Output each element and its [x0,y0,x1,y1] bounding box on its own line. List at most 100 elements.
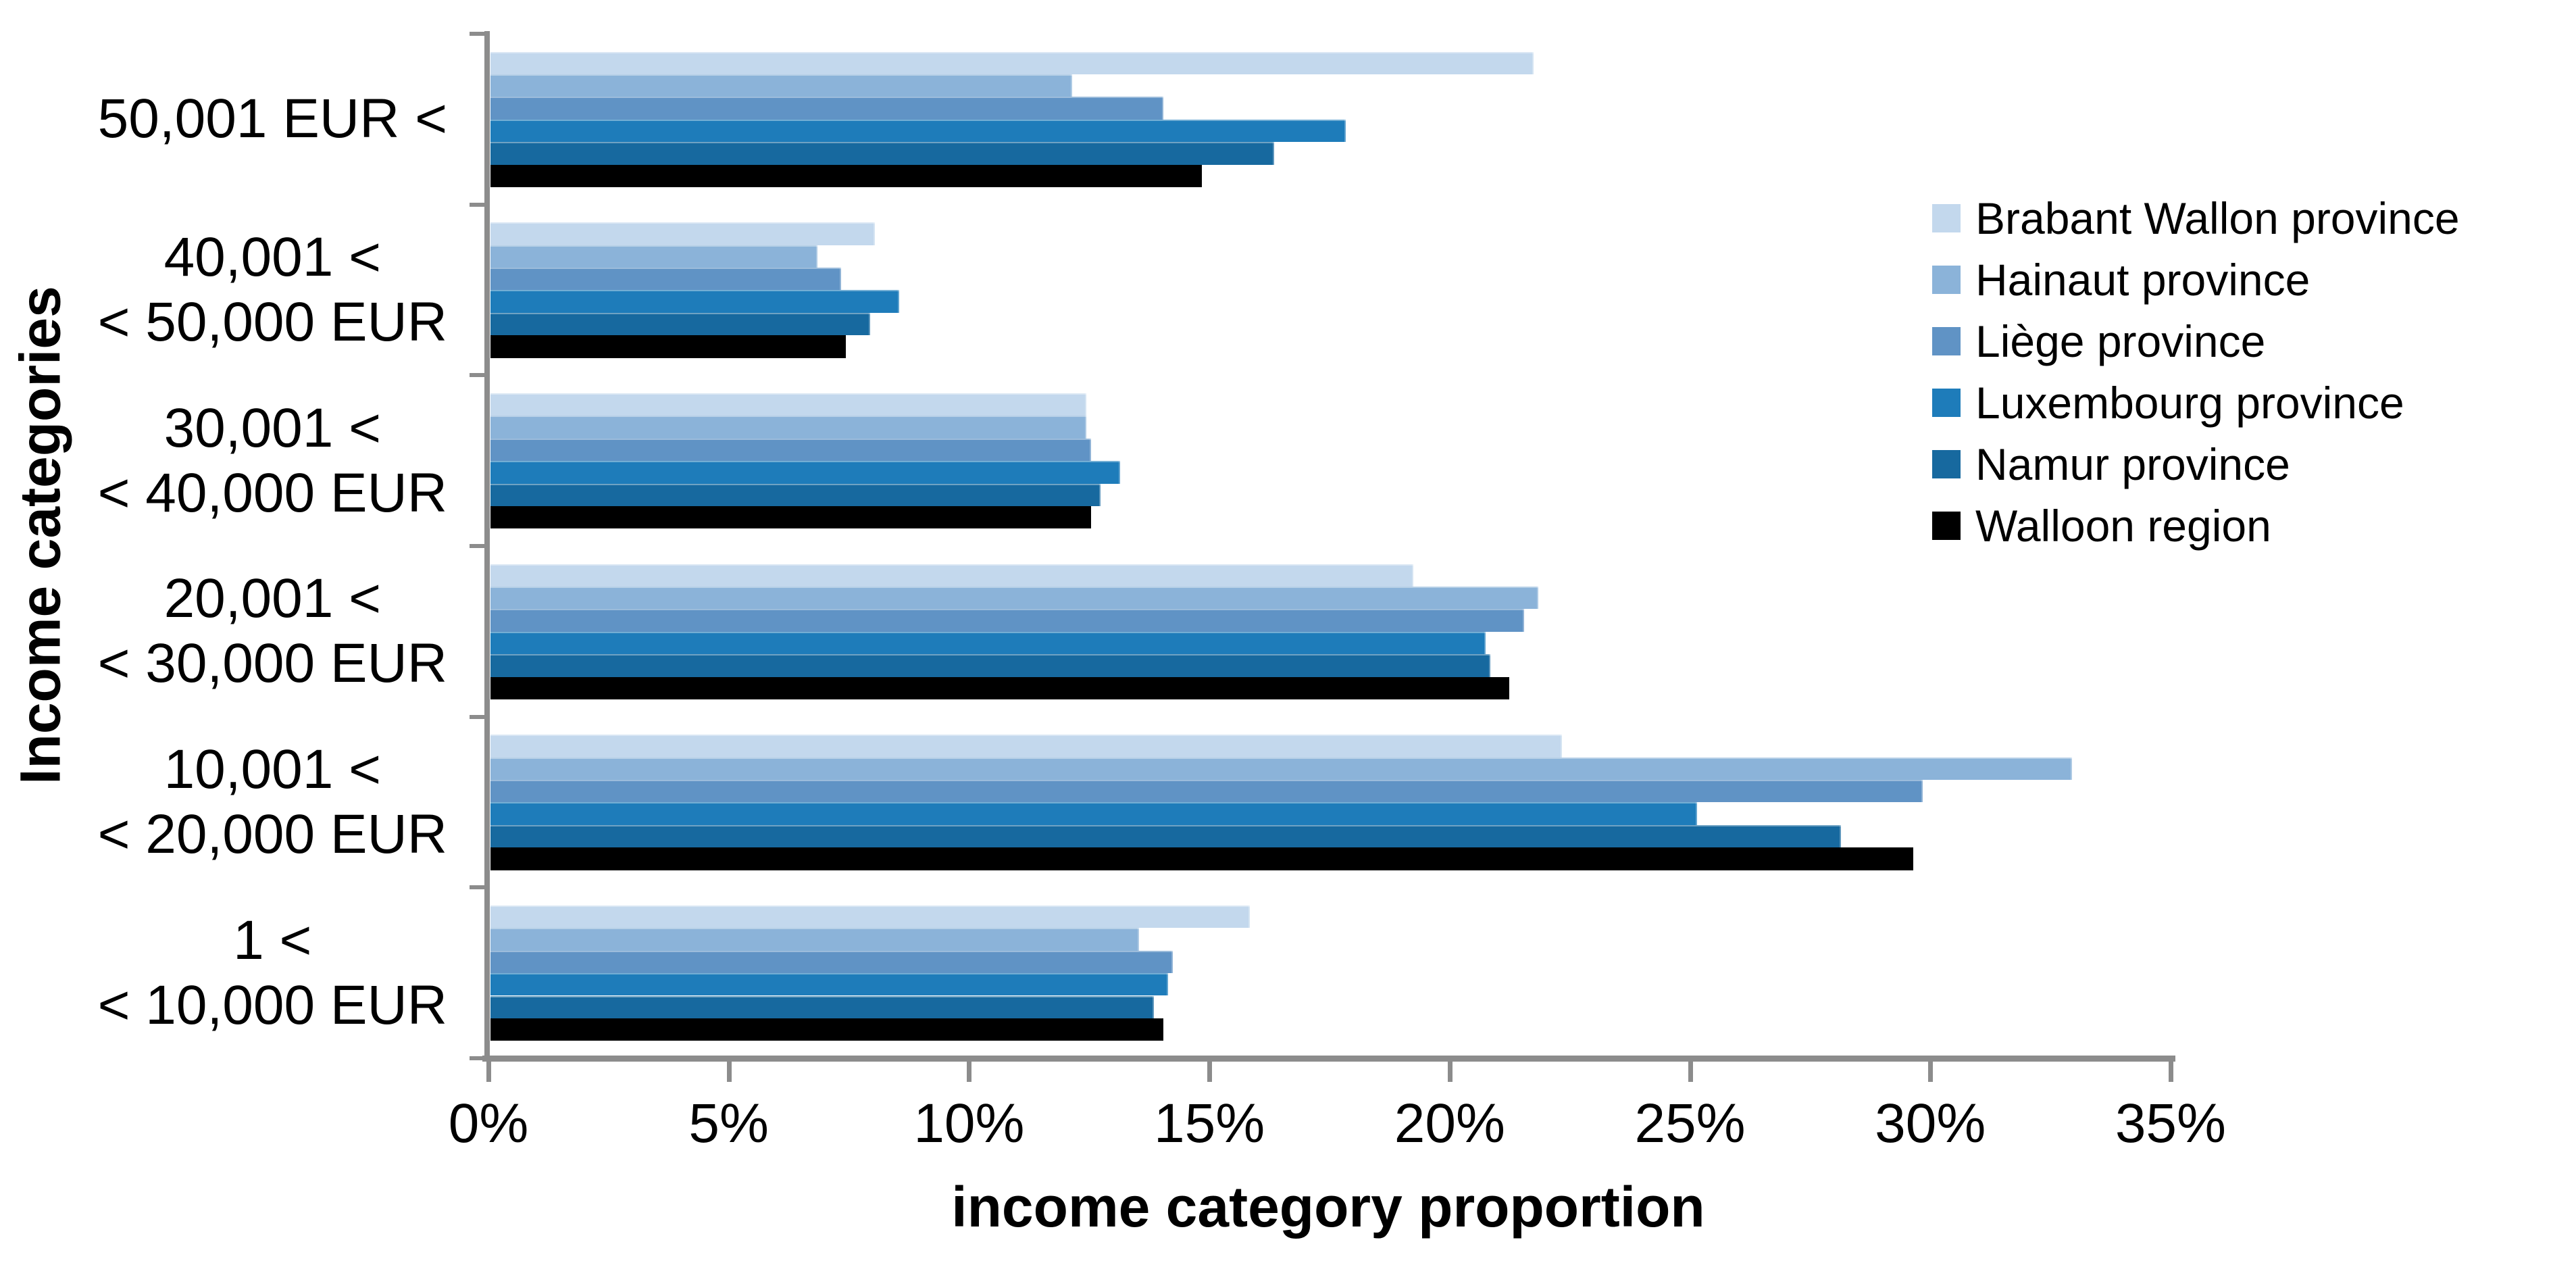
bar-hainaut-province [490,586,1538,610]
legend-label: Luxembourg province [1975,377,2404,428]
bar-hainaut-province [490,928,1140,951]
x-tick-mark [1447,1062,1453,1082]
bar-li-ge-province [490,438,1092,462]
legend-label: Brabant Wallon province [1975,193,2460,243]
legend-item: Brabant Wallon province [1932,187,2460,249]
bar-brabant-wallon-province [490,564,1413,587]
bar-namur-province [490,312,870,336]
bar-hainaut-province [490,245,817,268]
y-tick-mark [470,32,486,36]
legend-swatch [1932,388,1961,417]
bar-hainaut-province [490,757,2072,781]
category-label-line: 40,001 < [163,226,382,288]
y-tick-mark [470,885,486,890]
bar-brabant-wallon-province [490,393,1087,416]
legend-label: Liège province [1975,316,2266,366]
category-label-line: < 50,000 EUR [97,291,447,353]
legend-swatch [1932,326,1961,355]
category-label: 30,001 < < 40,000 EUR [98,396,447,526]
x-tick-label: 0% [448,1093,529,1154]
y-tick-mark [470,543,486,548]
legend-item: Namur province [1932,433,2460,495]
bar-li-ge-province [490,609,1524,632]
bar-li-ge-province [490,97,1163,120]
x-tick-label: 15% [1154,1093,1265,1154]
x-tick-label: 10% [913,1093,1025,1154]
x-axis-line [482,1056,2175,1062]
bar-luxembourg-province [490,119,1346,143]
bar-li-ge-province [490,268,842,291]
legend-item: Liège province [1932,310,2460,372]
category-label: 20,001 < < 30,000 EUR [98,566,447,696]
bar-li-ge-province [490,950,1173,974]
bar-walloon-region [490,1018,1163,1041]
legend-label: Hainaut province [1975,254,2310,305]
bar-namur-province [490,995,1154,1018]
category-label: 50,001 EUR < [98,86,447,151]
x-tick-mark [1688,1062,1693,1082]
bar-namur-province [490,654,1490,677]
y-tick-mark [470,373,486,378]
legend-swatch [1932,511,1961,540]
y-axis-title: Income categories [8,286,72,785]
bar-walloon-region [490,847,1913,870]
x-tick-label: 30% [1875,1093,1986,1154]
x-tick-mark [2168,1062,2173,1082]
legend-swatch [1932,449,1961,478]
bar-luxembourg-province [490,461,1120,484]
bar-brabant-wallon-province [490,222,876,245]
bar-luxembourg-province [490,802,1697,825]
y-axis-line [484,31,490,1061]
category-label-line: < 40,000 EUR [97,462,447,524]
bar-li-ge-province [490,780,1923,803]
bar-namur-province [490,142,1274,165]
x-tick-mark [967,1062,972,1082]
category-label-line: < 20,000 EUR [97,803,447,865]
y-tick-mark [470,714,486,719]
legend: Brabant Wallon province Hainaut province L… [1932,187,2460,556]
y-tick-mark [470,202,486,207]
category-label-line: < 30,000 EUR [97,633,447,695]
category-label: 10,001 < < 20,000 EUR [98,737,447,867]
x-tick-mark [1207,1062,1213,1082]
bar-namur-province [490,824,1842,848]
legend-item: Hainaut province [1932,249,2460,310]
bar-hainaut-province [490,416,1087,439]
x-tick-mark [486,1062,491,1082]
bar-walloon-region [490,335,847,358]
category-label-line: 30,001 < [163,397,382,459]
category-label-line: 1 < [233,909,312,971]
bar-luxembourg-province [490,290,899,313]
x-axis-title: income category proportion [951,1175,1705,1239]
legend-item: Walloon region [1932,495,2460,556]
bar-brabant-wallon-province [490,51,1534,74]
bar-hainaut-province [490,74,1072,97]
category-label-line: 10,001 < [163,738,382,800]
bar-brabant-wallon-province [490,905,1250,928]
category-label-line: 50,001 EUR < [97,88,447,150]
legend-swatch [1932,203,1961,232]
bar-luxembourg-province [490,973,1169,996]
category-label-line: < 10,000 EUR [97,974,447,1036]
legend-item: Luxembourg province [1932,372,2460,433]
legend-swatch [1932,265,1961,294]
legend-label: Walloon region [1975,500,2271,551]
category-label: 1 < < 10,000 EUR [98,908,447,1038]
bar-walloon-region [490,164,1202,187]
category-label-line: 20,001 < [163,568,382,630]
x-tick-label: 25% [1634,1093,1746,1154]
bar-walloon-region [490,505,1092,529]
x-tick-label: 35% [2115,1093,2226,1154]
bar-namur-province [490,483,1101,506]
legend-label: Namur province [1975,439,2290,489]
x-tick-label: 20% [1394,1093,1505,1154]
category-label: 40,001 < < 50,000 EUR [98,225,447,355]
x-tick-mark [1928,1062,1934,1082]
x-tick-mark [726,1062,732,1082]
bar-luxembourg-province [490,631,1486,655]
y-tick-mark [470,1056,486,1060]
x-tick-label: 5% [688,1093,769,1154]
bar-walloon-region [490,676,1510,699]
bar-brabant-wallon-province [490,735,1563,758]
